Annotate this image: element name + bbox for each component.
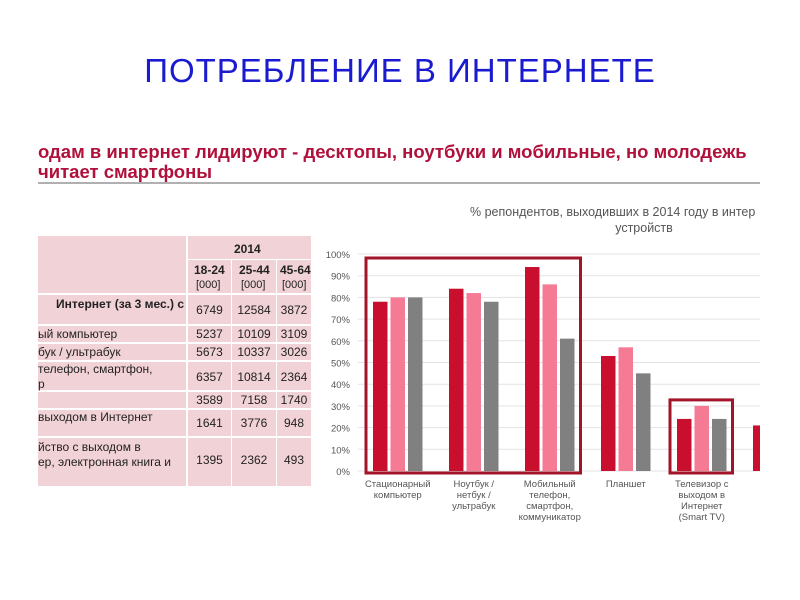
table-cell: 1740 bbox=[280, 393, 308, 407]
table-cell: 12584 bbox=[237, 303, 271, 317]
table-cell: 10109 bbox=[237, 327, 271, 341]
y-tick-label: 90% bbox=[331, 272, 351, 283]
category-label: телефон, bbox=[529, 490, 570, 501]
table-cell: 6749 bbox=[196, 303, 223, 317]
table-cell: 3109 bbox=[280, 327, 308, 341]
table-cell: 3026 bbox=[280, 345, 308, 359]
column-unit: [000] bbox=[196, 279, 221, 291]
bar bbox=[390, 297, 405, 471]
slide-title: ПОТРЕБЛЕНИЕ В ИНТЕРНЕТЕ bbox=[144, 52, 656, 89]
category-label: смартфон, bbox=[526, 501, 573, 512]
row-label: Интернет (за 3 мес.) с bbox=[56, 297, 184, 311]
bar-chart: % репондентов, выходивших в 2014 году в … bbox=[326, 205, 760, 523]
bar bbox=[636, 373, 651, 471]
column-unit: [000] bbox=[241, 279, 266, 291]
data-table: 2014 18-24 25-44 45-64 [000] [000] [000]… bbox=[38, 236, 311, 486]
headline-line-1: одам в интернет лидируют - десктопы, ноу… bbox=[38, 141, 747, 162]
table-cell: 2364 bbox=[280, 370, 308, 384]
embedded-screenshot: одам в интернет лидируют - десктопы, ноу… bbox=[38, 140, 760, 530]
column-unit: [000] bbox=[282, 279, 307, 291]
bar bbox=[694, 405, 709, 471]
row-label: йство с выходом в bbox=[38, 440, 141, 454]
y-tick-label: 100% bbox=[326, 250, 351, 261]
bar bbox=[373, 301, 388, 471]
y-tick-label: 0% bbox=[336, 467, 350, 478]
category-label: нетбук / bbox=[457, 490, 491, 501]
table-cell: 948 bbox=[283, 416, 305, 430]
highlight-box bbox=[668, 398, 734, 475]
divider bbox=[38, 182, 760, 184]
row-label: ер, электронная книга и bbox=[38, 455, 171, 469]
table-cell: 5673 bbox=[196, 345, 223, 359]
chart-headline: одам в интернет лидируют - десктопы, ноу… bbox=[38, 142, 760, 182]
table-cell: 1641 bbox=[196, 416, 223, 430]
headline-line-2: читает смартфоны bbox=[38, 161, 213, 182]
row-label: р bbox=[38, 377, 45, 391]
y-tick-label: 60% bbox=[331, 337, 351, 348]
row-label: выходом в Интернет bbox=[38, 410, 153, 424]
bar bbox=[677, 418, 692, 471]
bar bbox=[542, 284, 557, 471]
category-label: компьютер bbox=[374, 490, 422, 501]
y-tick-label: 50% bbox=[331, 359, 351, 370]
row-label: телефон, смартфон, bbox=[38, 362, 153, 376]
category-label: (Smart TV) bbox=[679, 512, 725, 523]
table-cell: 5237 bbox=[196, 327, 223, 341]
bar bbox=[466, 293, 481, 471]
column-age: 25-44 bbox=[239, 263, 270, 277]
table-cell: 3872 bbox=[280, 303, 308, 317]
bar bbox=[753, 425, 760, 471]
y-tick-label: 80% bbox=[331, 293, 351, 304]
bar bbox=[712, 418, 727, 471]
bar bbox=[560, 338, 575, 471]
table-cell: 10814 bbox=[237, 370, 271, 384]
table-cell: 6357 bbox=[196, 370, 223, 384]
bar bbox=[618, 347, 633, 471]
column-age: 18-24 bbox=[194, 263, 225, 277]
bar bbox=[601, 355, 616, 471]
category-label: ультрабук bbox=[452, 501, 496, 512]
table-cell: 2362 bbox=[240, 453, 268, 467]
bar bbox=[449, 288, 464, 471]
y-tick-label: 70% bbox=[331, 315, 351, 326]
table-year: 2014 bbox=[234, 242, 261, 256]
category-label: Интернет bbox=[681, 501, 723, 512]
y-tick-label: 40% bbox=[331, 380, 351, 391]
table-cell: 493 bbox=[283, 453, 305, 467]
y-tick-label: 20% bbox=[331, 424, 351, 435]
row-label: ый компьютер bbox=[38, 327, 118, 341]
table-cell: 3776 bbox=[240, 416, 268, 430]
table-cell: 7158 bbox=[240, 393, 268, 407]
category-label: коммуникатор bbox=[519, 512, 581, 523]
table-cell: 3589 bbox=[196, 393, 223, 407]
category-label: Телевизор с bbox=[675, 479, 729, 490]
category-label: Ноутбук / bbox=[453, 479, 494, 490]
category-label: выходом в bbox=[678, 490, 725, 501]
chart-title: % репондентов, выходивших в 2014 году в … bbox=[470, 205, 755, 219]
bar bbox=[408, 297, 423, 471]
bar bbox=[525, 267, 540, 471]
category-label: Стационарный bbox=[365, 479, 431, 490]
bar bbox=[484, 301, 499, 471]
highlight-box bbox=[364, 256, 582, 475]
column-age: 45-64 bbox=[280, 263, 311, 277]
row-label: бук / ультрабук bbox=[38, 345, 121, 359]
chart-title-line-2: устройств bbox=[615, 221, 673, 235]
y-tick-label: 30% bbox=[331, 402, 351, 413]
category-label: Мобильный bbox=[524, 479, 576, 490]
category-label: Планшет bbox=[606, 479, 646, 490]
table-cell: 10337 bbox=[237, 345, 271, 359]
y-tick-label: 10% bbox=[331, 445, 351, 456]
table-cell: 1395 bbox=[196, 453, 223, 467]
